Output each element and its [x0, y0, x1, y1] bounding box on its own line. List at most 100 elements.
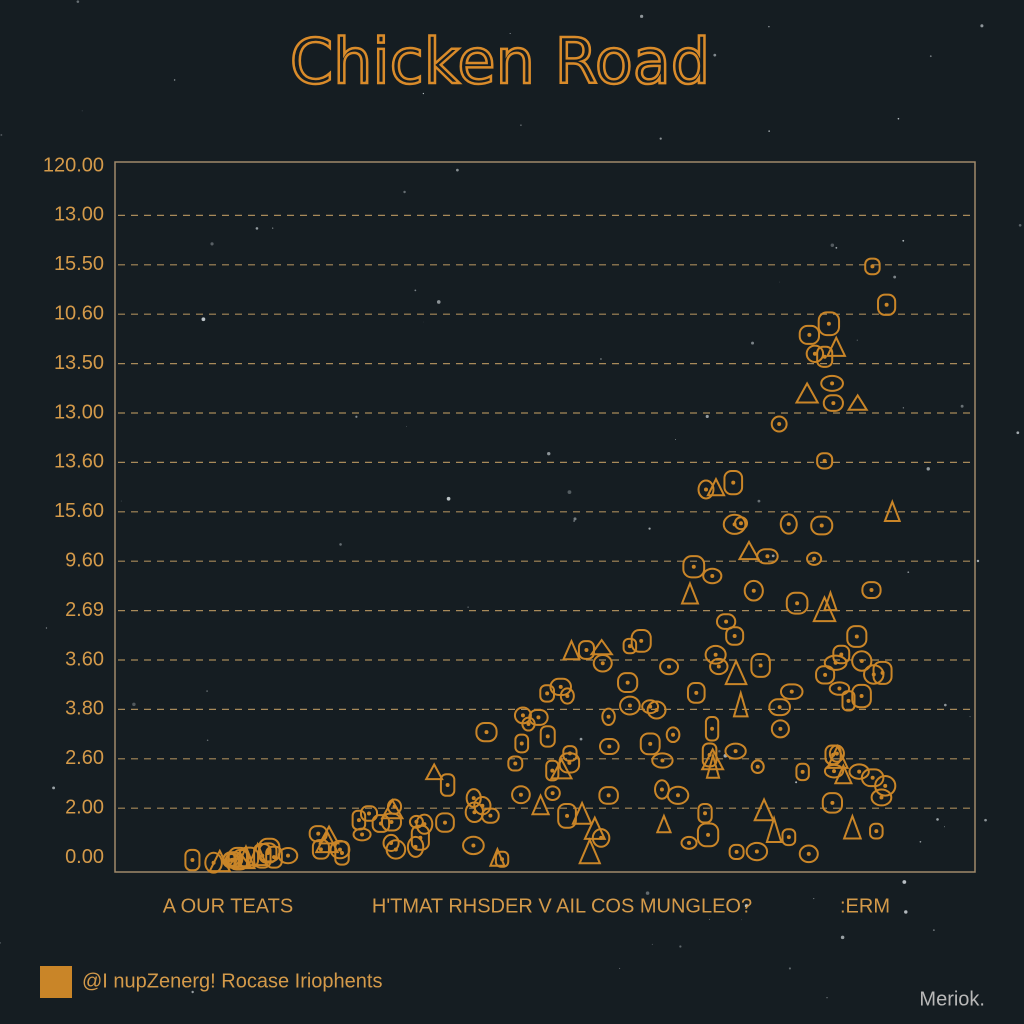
doodle-eye [710, 726, 715, 731]
star [272, 227, 274, 229]
doodle-eye [211, 860, 216, 865]
legend-swatch [40, 966, 72, 998]
star [926, 467, 930, 471]
y-axis-label: 3.80 [65, 698, 104, 720]
doodle-eye [567, 760, 572, 765]
doodle-eye [518, 792, 523, 797]
star [779, 281, 780, 283]
star [403, 190, 406, 194]
doodle-eye [731, 480, 736, 485]
doodle [805, 344, 825, 364]
star [191, 990, 194, 994]
doodle-eye [513, 761, 518, 766]
doodle-eye [480, 803, 485, 808]
star [960, 404, 964, 408]
star [788, 967, 791, 970]
doodle-eye [565, 693, 570, 698]
doodle-eye [859, 658, 864, 663]
doodle [334, 840, 350, 866]
doodle-eye [823, 672, 828, 677]
doodle [258, 842, 278, 864]
star [618, 967, 621, 970]
doodle-eye [703, 811, 708, 816]
star [446, 496, 451, 501]
doodle-eye [822, 458, 827, 463]
doodle-eye [471, 843, 476, 848]
doodle [861, 581, 882, 600]
star [81, 110, 83, 112]
doodle [424, 762, 444, 781]
doodle-eye [316, 831, 321, 836]
doodle [821, 792, 844, 814]
doodle [382, 833, 400, 852]
doodle-eye [826, 321, 831, 326]
doodle [528, 708, 549, 726]
doodle [696, 822, 720, 848]
doodle [630, 629, 652, 653]
star [406, 426, 407, 427]
doodle [473, 796, 492, 816]
doodle-eye [691, 564, 696, 569]
doodle [724, 742, 747, 760]
star [509, 33, 511, 34]
doodle [655, 813, 673, 834]
doodle [733, 516, 749, 531]
doodle-eye [795, 601, 800, 606]
legend-label: @I nupZenerg! Rocase Iriophents [82, 970, 382, 992]
doodle [352, 827, 372, 842]
doodle [820, 374, 844, 392]
doodle [680, 835, 698, 850]
doodle [816, 452, 834, 470]
star [771, 554, 775, 558]
doodle [812, 594, 837, 623]
doodle [851, 650, 873, 672]
doodle [380, 798, 405, 820]
doodle-eye [859, 694, 864, 699]
doodle-eye [758, 663, 763, 668]
doodle-eye [870, 264, 875, 269]
doodle [410, 824, 430, 851]
doodle [318, 824, 340, 845]
y-axis-label: 2.60 [65, 747, 104, 769]
doodle [745, 841, 769, 862]
doodle [253, 842, 272, 869]
doodle [848, 763, 870, 780]
doodle [781, 828, 797, 847]
star [520, 124, 522, 126]
doodle-eye [565, 813, 570, 818]
doodle-eye [265, 851, 270, 856]
star [980, 24, 984, 28]
doodle [765, 814, 783, 843]
doodle [514, 733, 530, 754]
doodle-eye [536, 715, 541, 720]
doodle [406, 835, 425, 858]
doodle [439, 773, 456, 797]
star [969, 716, 971, 718]
doodle [704, 644, 727, 665]
doodle [815, 665, 836, 685]
y-axis-label: 13.00 [54, 204, 104, 226]
star [713, 53, 717, 57]
doodle-eye [800, 769, 805, 774]
doodle-eye [418, 835, 423, 840]
doodle [828, 744, 845, 763]
doodle-eye [833, 660, 838, 665]
doodle [513, 706, 532, 725]
doodle-eye [832, 769, 837, 774]
doodle [702, 567, 723, 585]
star [52, 786, 56, 790]
doodle [724, 658, 748, 686]
y-axis-label: 15.60 [54, 500, 104, 522]
doodle-eye [671, 732, 676, 737]
star [76, 0, 80, 3]
doodle [225, 851, 244, 869]
y-axis-label: 13.00 [54, 401, 104, 423]
doodle-eye [732, 633, 737, 638]
star [902, 407, 905, 409]
star [679, 945, 682, 948]
doodle-eye [874, 829, 879, 834]
doodle-eye [812, 351, 817, 356]
doodle [756, 548, 779, 565]
doodle-eye [558, 684, 563, 689]
